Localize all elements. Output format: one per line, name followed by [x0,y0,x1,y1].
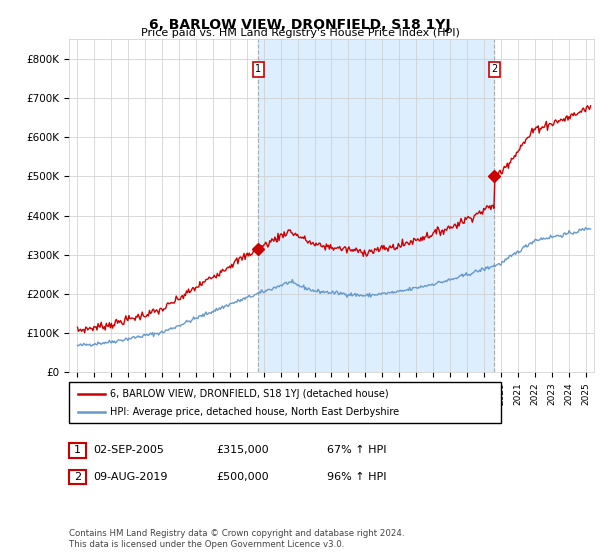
Text: £315,000: £315,000 [216,445,269,455]
Text: 6, BARLOW VIEW, DRONFIELD, S18 1YJ: 6, BARLOW VIEW, DRONFIELD, S18 1YJ [149,18,451,32]
Text: £500,000: £500,000 [216,472,269,482]
Text: 2: 2 [491,64,497,74]
Bar [258,39,494,372]
Text: 1: 1 [255,64,261,74]
Text: 02-SEP-2005: 02-SEP-2005 [93,445,164,455]
Text: 96% ↑ HPI: 96% ↑ HPI [327,472,386,482]
Text: 2: 2 [74,472,81,482]
Text: 09-AUG-2019: 09-AUG-2019 [93,472,167,482]
Text: Price paid vs. HM Land Registry's House Price Index (HPI): Price paid vs. HM Land Registry's House … [140,28,460,38]
Text: 67% ↑ HPI: 67% ↑ HPI [327,445,386,455]
Text: 6, BARLOW VIEW, DRONFIELD, S18 1YJ (detached house): 6, BARLOW VIEW, DRONFIELD, S18 1YJ (deta… [110,389,388,399]
Text: 1: 1 [74,445,81,455]
Text: Contains HM Land Registry data © Crown copyright and database right 2024.
This d: Contains HM Land Registry data © Crown c… [69,529,404,549]
Text: HPI: Average price, detached house, North East Derbyshire: HPI: Average price, detached house, Nort… [110,407,399,417]
